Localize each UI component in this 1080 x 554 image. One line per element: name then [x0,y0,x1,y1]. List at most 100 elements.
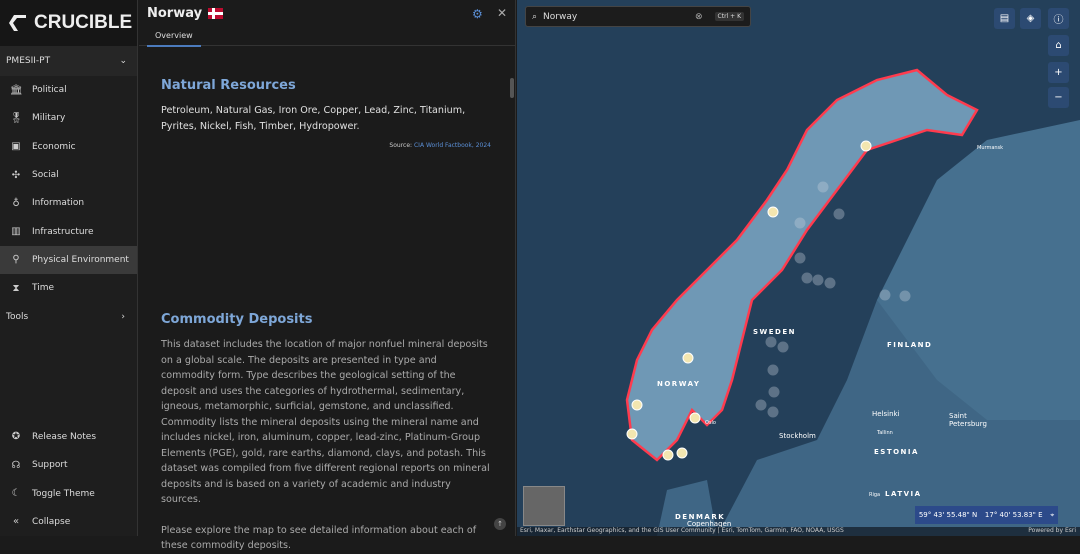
label-estonia: ESTONIA [874,448,919,456]
hourglass-icon: ⧗ [12,282,20,294]
sidebar-collapse[interactable]: « Collapse [0,508,137,536]
layers-button[interactable]: ◈ [1020,8,1041,29]
natural-resources-heading: Natural Resources [161,78,296,93]
home-button[interactable]: ⌂ [1048,35,1069,56]
search-icon: ⌕ [532,11,538,22]
sidebar-item-political[interactable]: 🏛 Political [0,76,137,104]
collapse-icon: « [12,516,20,528]
latitude: 59° 43' 55.48" N [918,511,978,519]
sidebar-item-economic[interactable]: ▣ Economic [0,133,137,161]
toggle-theme-icon: ☾ [11,488,21,500]
sidebar-item-information[interactable]: ♁ Information [0,189,137,217]
powered-by[interactable]: Powered by Esri [1028,527,1076,534]
clear-search-icon[interactable]: ⊗ [695,11,703,22]
longitude: 17° 40' 53.83" E [984,511,1043,519]
basemap-list-button[interactable]: ▤ [994,8,1015,29]
deposit-marker[interactable] [767,206,779,218]
deposit-marker[interactable] [662,449,674,461]
sidebar-item-time[interactable]: ⧗ Time [0,274,137,302]
deposit-marker[interactable] [794,217,806,229]
sidebar-item-label: Toggle Theme [32,488,95,499]
money-icon: ▣ [11,141,21,153]
pmesii-section-toggle[interactable]: PMESII-PT ⌄ [0,46,137,76]
label-finland: FINLAND [887,341,933,349]
section-label: PMESII-PT [6,56,51,66]
sidebar-item-military[interactable]: 🎖 Military [0,104,137,132]
deposit-marker[interactable] [777,341,789,353]
release-notes-icon: ✪ [11,431,21,443]
deposit-marker[interactable] [765,336,777,348]
sidebar-item-social[interactable]: ✣ Social [0,161,137,189]
deposit-marker[interactable] [812,274,824,286]
label-latvia: LATVIA [885,490,922,498]
source-link[interactable]: CIA World Factbook, 2024 [413,142,491,149]
commodity-text-2: Please explore the map to see detailed i… [161,524,477,552]
chevron-down-icon: ⌄ [119,56,127,66]
label-norway: NORWAY [657,380,701,388]
sidebar-item-label: Time [32,283,55,294]
map[interactable]: ⌕ Norway ⊗ Ctrl + K ▤ ◈ ⓘ ⌂ + − SWEDEN FINL… [517,0,1080,536]
sidebar-item-label: Physical Environment [32,254,129,265]
deposit-marker[interactable] [767,406,779,418]
crucible-logo-icon [9,15,26,31]
tools-menu[interactable]: Tools › [0,303,137,331]
shortcut-hint: Ctrl + K [714,12,744,21]
norway-flag-icon [208,8,224,19]
details-panel: Norway Overview ⚙ ✕ Natural Resources Pe… [139,0,516,551]
city-helsinki: Helsinki [872,410,900,418]
deposit-marker[interactable] [768,386,780,398]
sidebar-item-label: Political [32,85,67,96]
search-input[interactable]: Norway [543,11,578,22]
cursor-icon[interactable]: ⌖ [1050,510,1055,519]
deposit-marker[interactable] [833,208,845,220]
info-button[interactable]: ⓘ [1048,8,1069,29]
sidebar-release-notes[interactable]: ✪ Release Notes [0,423,137,451]
city-tallinn: Tallinn [877,430,893,436]
sidebar-support[interactable]: ☊ Support [0,451,137,479]
sidebar-item-label: Infrastructure [32,226,94,237]
land-finland [877,120,1080,420]
natural-resources-text: Petroleum, Natural Gas, Iron Ore, Copper… [161,105,466,132]
support-icon: ☊ [11,459,21,471]
city-riga: Riga [869,492,881,498]
sidebar-item-infrastructure[interactable]: ▥ Infrastructure [0,217,137,245]
scroll-top-button[interactable]: ↑ [494,518,506,530]
deposit-marker[interactable] [899,290,911,302]
sidebar-item-label: Social [32,170,59,181]
gear-icon[interactable]: ⚙ [472,7,483,21]
deposit-marker[interactable] [767,364,779,376]
sidebar-item-label: Economic [32,141,76,152]
basemap-toggle-thumbnail[interactable] [523,486,565,526]
lightbulb-icon: ♁ [12,197,20,209]
logo[interactable]: CRUCIBLE [0,0,137,46]
sidebar-item-label: Collapse [32,516,71,527]
network-icon: ✣ [11,169,21,181]
deposit-marker[interactable] [676,447,688,459]
coordinate-readout: 59° 43' 55.48" N 17° 40' 53.83" E ⌖ [915,506,1058,524]
deposit-marker[interactable] [682,352,694,364]
source-label: Source: [389,142,413,149]
sidebar-item-physical-environment[interactable]: ⚲ Physical Environment [0,245,137,275]
deposit-marker[interactable] [755,399,767,411]
deposit-marker[interactable] [817,181,829,193]
scrollbar[interactable] [510,78,514,98]
tab-overview[interactable]: Overview [147,29,201,47]
commodity-text: This dataset includes the location of ma… [161,339,490,505]
deposit-marker[interactable] [860,140,872,152]
city-copenhagen: Copenhagen [687,520,732,528]
sidebar-toggle-theme[interactable]: ☾ Toggle Theme [0,479,137,507]
deposit-marker[interactable] [801,272,813,284]
land-denmark [657,480,717,536]
deposit-marker[interactable] [879,289,891,301]
search-bar[interactable]: ⌕ Norway ⊗ Ctrl + K [525,6,751,27]
deposit-marker[interactable] [631,399,643,411]
zoom-out-button[interactable]: − [1048,87,1069,108]
sidebar-item-label: Release Notes [32,431,97,442]
zoom-in-button[interactable]: + [1048,62,1069,83]
deposit-marker[interactable] [824,277,836,289]
deposit-marker[interactable] [626,428,638,440]
norway-outline [625,68,979,462]
deposit-marker[interactable] [689,412,701,424]
deposit-marker[interactable] [794,252,806,264]
close-icon[interactable]: ✕ [497,6,508,20]
